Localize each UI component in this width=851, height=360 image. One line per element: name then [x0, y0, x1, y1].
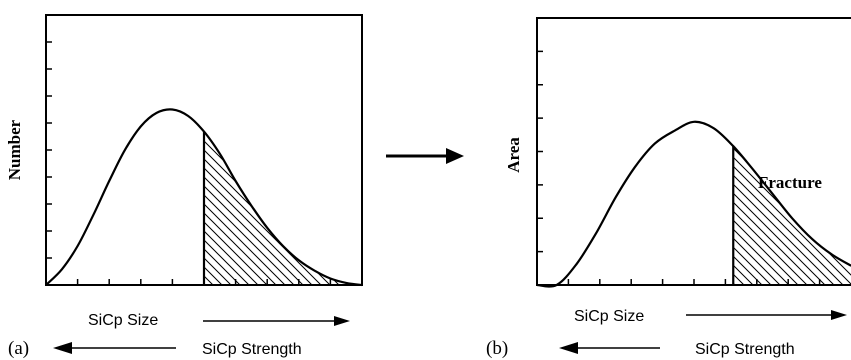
y-axis-label-b: Area: [504, 137, 523, 173]
panel-label-b: (b): [486, 338, 508, 359]
distribution-curve-b: [536, 120, 851, 288]
y-axis-label-a: Number: [5, 119, 24, 180]
fracture-region-b: [733, 146, 851, 285]
y-ticks-b: [537, 50, 543, 253]
panel-b: Area Fracture SiCp Size (b) SiCp Strengt…: [486, 17, 851, 359]
transition-arrow-head: [446, 148, 464, 164]
x-ticks-b: [567, 279, 821, 285]
x-ticks-a: [76, 279, 332, 285]
x-label-strength-b: SiCp Strength: [695, 341, 795, 358]
panel-a: Number SiCp Size (a) SiCp Strength: [5, 14, 363, 359]
arrow-left-head-b: [559, 342, 578, 354]
arrow-right-head-b: [831, 310, 847, 320]
x-label-size-b: SiCp Size: [574, 308, 644, 325]
y-ticks-a: [46, 41, 52, 259]
panel-label-a: (a): [8, 338, 29, 359]
fracture-annotation: Fracture: [758, 173, 822, 192]
arrow-left-head-a: [53, 342, 72, 354]
arrow-right-head-a: [334, 316, 350, 326]
x-label-size-a: SiCp Size: [88, 312, 158, 329]
fracture-region-a: [204, 131, 362, 285]
x-label-strength-a: SiCp Strength: [202, 341, 302, 358]
